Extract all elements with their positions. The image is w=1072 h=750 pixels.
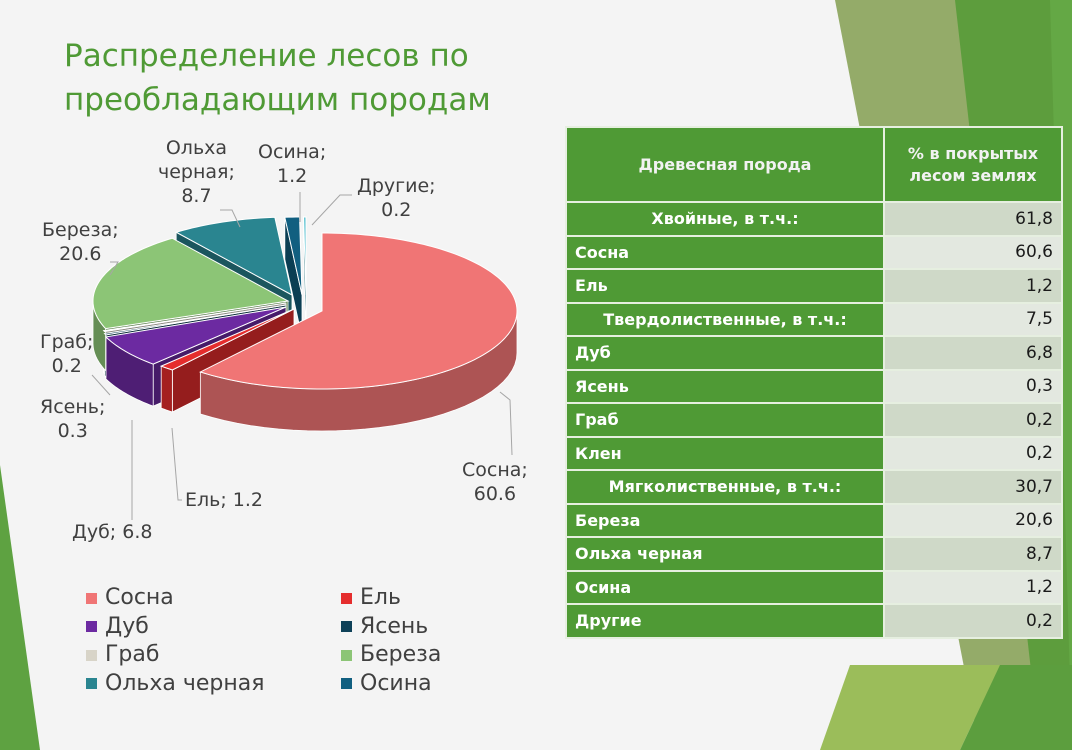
table-row: Ель 1,2 (565, 268, 1063, 304)
legend-item: Ольха черная (86, 670, 341, 699)
legend-item: Ясень (341, 613, 486, 642)
percent-cell: 7,5 (883, 301, 1063, 337)
data-label-dub: Дуб; 6.8 (72, 521, 153, 543)
pie-slice-Ель (159, 308, 295, 371)
species-cell: Твердолиственные, в т.ч.: (565, 301, 885, 337)
legend-label: Осина (360, 670, 432, 696)
legend-item: Осина (341, 670, 486, 699)
data-label-grab: Граб; 0.2 (40, 331, 94, 377)
leader-line-grab (91, 374, 111, 396)
legend-label: Ясень (360, 613, 429, 639)
leader-lines (91, 192, 513, 520)
data-label-bereza: Береза; 20.6 (42, 219, 119, 265)
legend-swatch (86, 678, 97, 690)
table-row: Хвойные, в т.ч.: 61,8 (565, 201, 1063, 237)
species-cell: Сосна (565, 234, 885, 270)
legend-label: Дуб (105, 613, 149, 639)
legend-label: Граб (105, 642, 160, 667)
species-cell: Клен (565, 435, 885, 471)
decor-shape (960, 665, 1072, 750)
table-row: Сосна 60,6 (565, 234, 1063, 270)
percent-cell: 60,6 (883, 234, 1063, 270)
table-header-row: Древесная порода % в покрытых лесом земл… (565, 126, 1063, 203)
legend-swatch (341, 678, 352, 690)
species-cell: Граб (565, 402, 885, 438)
legend-label: Ель (360, 585, 401, 610)
header-species: Древесная порода (565, 126, 885, 203)
percent-cell: 1,2 (883, 268, 1063, 304)
data-label-el: Ель; 1.2 (185, 489, 264, 511)
table-row: Мягколиственные, в т.ч.: 30,7 (565, 469, 1063, 505)
pie-slice-Сосна (199, 232, 518, 390)
data-label-drugie: Другие; 0.2 (357, 175, 436, 221)
table-row: Ольха черная 8,7 (565, 536, 1063, 572)
data-label-sosna: Сосна; 60.6 (462, 459, 528, 505)
species-cell: Ольха черная (565, 536, 885, 572)
pie-slice-Береза (92, 237, 290, 330)
pie-chart (91, 192, 518, 520)
table-row: Ясень 0,3 (565, 368, 1063, 404)
leader-line-el (171, 427, 182, 501)
header-percent: % в покрытых лесом землях (883, 126, 1063, 203)
percent-cell: 0,3 (883, 368, 1063, 404)
legend-item: Сосна (86, 584, 341, 613)
legend-item: Ель (341, 584, 486, 613)
legend-item: Граб (86, 641, 341, 670)
legend-swatch (341, 621, 352, 633)
legend-item: Береза (341, 641, 486, 670)
species-cell: Дуб (565, 335, 885, 371)
percent-cell: 0,2 (883, 435, 1063, 471)
percent-cell: 61,8 (883, 201, 1063, 237)
pie-slice-Ольха черная (174, 216, 293, 296)
table-row: Береза 20,6 (565, 502, 1063, 538)
leader-line-sosna (499, 391, 513, 456)
legend-swatch (341, 592, 352, 604)
legend-item: Дуб (86, 613, 341, 642)
legend-label: Ольха черная (105, 670, 265, 696)
percent-cell: 20,6 (883, 502, 1063, 538)
table-row: Клен 0,2 (565, 435, 1063, 471)
species-cell: Ясень (565, 368, 885, 404)
data-label-osina: Осина; 1.2 (258, 141, 327, 187)
percent-cell: 30,7 (883, 469, 1063, 505)
table-row: Осина 1,2 (565, 569, 1063, 605)
pie-slice-Ясень (103, 304, 287, 336)
percent-cell: 0,2 (883, 603, 1063, 639)
chart-legend: Сосна Ель Дуб Ясень Граб Береза Ольха черная Ос… (86, 584, 486, 698)
table-row: Другие 0,2 (565, 603, 1063, 639)
data-label-olha: Ольха черная; 8.7 (158, 137, 235, 207)
data-label-yasen: Ясень; 0.3 (40, 396, 106, 442)
legend-swatch (86, 649, 97, 661)
species-table: Древесная порода % в покрытых лесом земл… (565, 126, 1063, 639)
legend-swatch (86, 621, 97, 633)
legend-label: Береза (360, 642, 442, 667)
decor-shape (820, 665, 1000, 750)
pie-slice-side-Ель (160, 365, 173, 413)
table-row: Граб 0,2 (565, 402, 1063, 438)
percent-cell: 0,2 (883, 402, 1063, 438)
slide-title: Распределение лесов по преобладающим пор… (64, 38, 491, 118)
leader-line-bereza (109, 261, 119, 276)
leader-line-drugie (311, 194, 352, 226)
species-cell: Осина (565, 569, 885, 605)
table-row: Твердолиственные, в т.ч.: 7,5 (565, 301, 1063, 337)
species-cell: Ель (565, 268, 885, 304)
species-cell: Хвойные, в т.ч.: (565, 201, 885, 237)
leader-line-olha (220, 209, 241, 228)
species-cell: Мягколиственные, в т.ч.: (565, 469, 885, 505)
percent-cell: 8,7 (883, 536, 1063, 572)
percent-cell: 6,8 (883, 335, 1063, 371)
pie-slice-Граб (102, 302, 287, 333)
pie-slice-Другие (303, 216, 307, 296)
legend-swatch (86, 592, 97, 604)
species-cell: Другие (565, 603, 885, 639)
species-cell: Береза (565, 502, 885, 538)
percent-cell: 1,2 (883, 569, 1063, 605)
table-row: Дуб 6,8 (565, 335, 1063, 371)
decor-shape (0, 465, 40, 750)
legend-label: Сосна (105, 585, 174, 610)
legend-swatch (341, 649, 352, 661)
pie-slice-Дуб (104, 306, 287, 365)
